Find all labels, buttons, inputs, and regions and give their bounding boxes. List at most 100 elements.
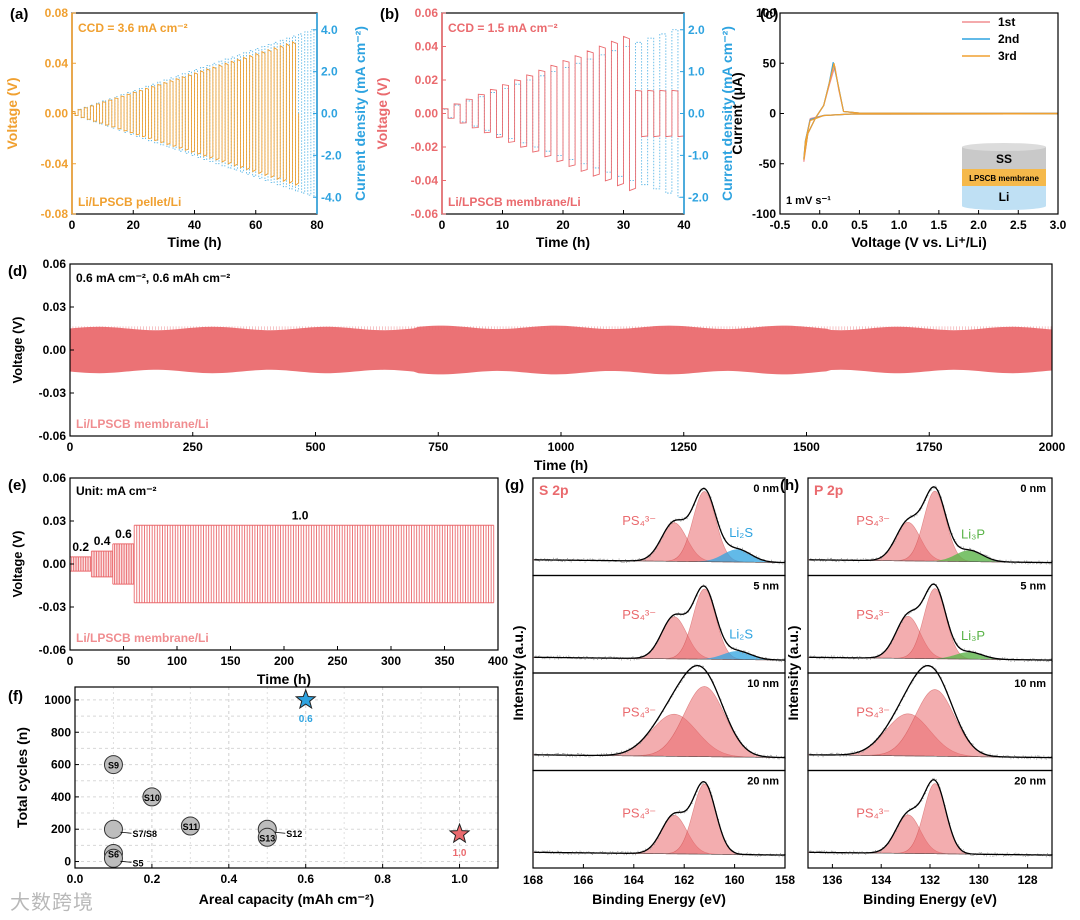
cell-label: Li/LPSCB membrane/Li	[448, 195, 581, 209]
y2-tick-label: 2.0	[688, 23, 705, 37]
y2-tick-label: 0.0	[688, 107, 705, 121]
rate-segment	[133, 525, 495, 603]
y-tick-label: 0	[769, 107, 776, 121]
y-axis-title: Intensity (a.u.)	[785, 626, 801, 721]
species-label: Li₃P	[961, 628, 985, 643]
inset-li-bottom	[962, 202, 1046, 210]
cv-curve-3rd	[803, 63, 1059, 160]
x-tick-label: 1.0	[891, 218, 908, 232]
x-tick-label: 0	[69, 218, 76, 232]
y-tick-label: 0.03	[43, 300, 67, 314]
y-tick-label: 0.06	[415, 6, 439, 20]
voltage-series	[71, 41, 300, 186]
x-axis-title: Binding Energy (eV)	[592, 891, 726, 907]
x-tick-label: 150	[220, 654, 240, 668]
x-tick-label: 0.0	[811, 218, 828, 232]
cell-label: Li/LPSCB pellet/Li	[78, 195, 181, 209]
watermark: 大数跨境	[10, 890, 94, 914]
leader-line	[120, 860, 132, 863]
plot-frame	[74, 686, 499, 869]
y-axis-title: Total cycles (n)	[14, 727, 30, 828]
rate-label: 0.4	[94, 534, 111, 548]
y-tick-label: 0.00	[45, 107, 69, 121]
x-tick-label: 40	[677, 218, 691, 232]
point-label: S9	[108, 761, 119, 771]
x-tick-label: 0.0	[67, 872, 84, 886]
point-label: S7/S8	[132, 829, 157, 839]
x-tick-label: 1500	[793, 440, 820, 454]
inset-label-ss: SS	[996, 152, 1012, 166]
point-label: S5	[132, 858, 143, 868]
x-tick-label: 80	[310, 218, 324, 232]
inset-ss-top	[962, 143, 1046, 151]
y-tick-label: 0.00	[415, 107, 439, 121]
xps-component	[533, 549, 785, 563]
rate-segment	[112, 543, 134, 585]
y2-axis-title: Current density (mA cm⁻²)	[719, 26, 735, 201]
literature-point	[257, 827, 277, 847]
x-axis-title: Areal capacity (mAh cm⁻²)	[199, 891, 374, 907]
y2-tick-label: -2.0	[688, 190, 709, 204]
x-axis-title: Time (h)	[257, 671, 311, 687]
condition-label: 0.6 mA cm⁻², 0.6 mAh cm⁻²	[76, 271, 230, 285]
species-label: PS₄³⁻	[622, 805, 656, 820]
panel-label: (g)	[505, 477, 524, 494]
panel-label: (a)	[10, 6, 28, 23]
species-label: PS₄³⁻	[856, 805, 890, 820]
inset-membrane-layer	[962, 169, 1046, 186]
star-label: 1.0	[453, 848, 467, 859]
x-tick-label: 350	[434, 654, 454, 668]
xps-envelope	[534, 664, 786, 759]
x-tick-label: 3.0	[1050, 218, 1067, 232]
ccd-annotation: CCD = 3.6 mA cm⁻²	[78, 21, 188, 35]
leader-line	[274, 831, 286, 834]
species-label: PS₄³⁻	[856, 607, 890, 622]
inset-label-membrane: LPSCB membrane	[969, 174, 1039, 183]
species-label: PS₄³⁻	[622, 704, 656, 719]
y2-tick-label: 0.0	[321, 107, 338, 121]
y-tick-label: 200	[51, 822, 71, 836]
x-tick-label: 300	[381, 654, 401, 668]
x-tick-label: 400	[488, 654, 508, 668]
depth-label: 0 nm	[1020, 483, 1046, 495]
star-label: 0.6	[299, 714, 313, 725]
y-tick-label: -0.06	[39, 643, 67, 657]
xps-envelope	[534, 780, 786, 856]
xps-envelope	[534, 585, 786, 661]
x-tick-label: 130	[969, 873, 989, 887]
cell-label: Li/LPSCB membrane/Li	[76, 417, 209, 431]
depth-label: 10 nm	[1014, 678, 1046, 690]
point-label: S12	[286, 829, 302, 839]
x-tick-label: 50	[117, 654, 131, 668]
x-tick-label: 136	[822, 873, 842, 887]
y-tick-label: 800	[51, 725, 71, 739]
y-tick-label: 0.06	[43, 471, 67, 485]
y-tick-label: -0.03	[39, 600, 67, 614]
x-axis-title: Voltage (V vs. Li⁺/Li)	[851, 234, 986, 250]
x-tick-label: 0.4	[220, 872, 237, 886]
voltage-band	[70, 325, 1052, 375]
y-axis-title: Voltage (V)	[4, 77, 20, 149]
legend-entry: 3rd	[998, 49, 1017, 63]
y2-tick-label: -1.0	[688, 148, 709, 162]
y-tick-label: 0.04	[45, 56, 69, 70]
x-axis-title: Binding Energy (eV)	[863, 891, 997, 907]
legend-entry: 2nd	[998, 32, 1019, 46]
y-tick-label: 0.00	[43, 557, 67, 571]
x-tick-label: 250	[327, 654, 347, 668]
x-tick-label: 100	[167, 654, 187, 668]
x-axis-title: Time (h)	[167, 234, 221, 250]
x-tick-label: 160	[725, 873, 745, 887]
x-tick-label: 0	[67, 654, 74, 668]
rate-label: 0.2	[72, 540, 89, 554]
panel-label: (d)	[8, 263, 27, 280]
y-axis-title: Voltage (V)	[10, 317, 25, 384]
xps-envelope	[534, 487, 786, 564]
xps-component	[807, 689, 1053, 758]
species-label: Li₂S	[729, 627, 753, 642]
y-tick-label: -0.06	[411, 207, 439, 221]
this-work-star	[294, 688, 317, 710]
x-tick-label: 1250	[670, 440, 697, 454]
y-axis-title: Voltage (V)	[374, 77, 390, 149]
x-tick-label: 0	[439, 218, 446, 232]
